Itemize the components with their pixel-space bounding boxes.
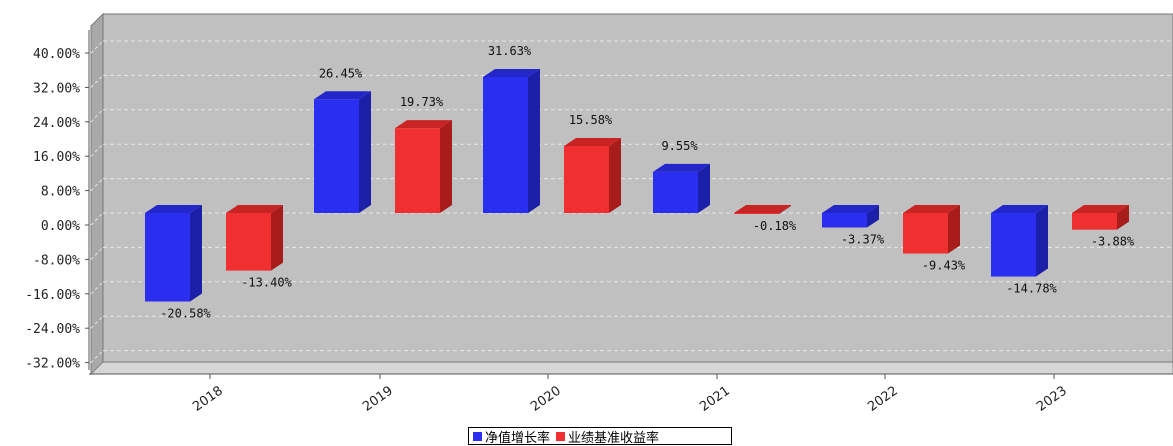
data-label: 26.45% <box>319 66 363 80</box>
bar <box>314 99 359 213</box>
plot-area <box>102 13 1173 363</box>
plot-floor <box>89 361 1173 375</box>
x-tick-label: 2020 <box>528 383 564 414</box>
data-label: -3.37% <box>841 232 885 246</box>
bar-top <box>314 91 371 100</box>
x-tick-label: 2022 <box>865 383 901 414</box>
bar-top <box>991 205 1048 213</box>
y-tick-label: -32.00% <box>25 357 80 372</box>
gridline-wall <box>90 247 104 260</box>
data-label: -13.40% <box>241 276 292 290</box>
data-label: -14.78% <box>1006 282 1057 296</box>
legend-item-nav-growth: 净值增长率 <box>473 427 550 446</box>
legend-item-benchmark: 业绩基准收益率 <box>556 427 659 446</box>
data-label: -0.18% <box>753 219 797 233</box>
bar-side <box>867 205 879 228</box>
legend: 净值增长率 业绩基准收益率 <box>468 427 732 446</box>
gridline-wall <box>90 350 104 363</box>
gridline-wall <box>90 315 104 329</box>
bar <box>1072 213 1117 230</box>
data-label: 19.73% <box>400 95 444 109</box>
data-label: -20.58% <box>160 306 211 320</box>
bar <box>903 213 948 254</box>
bar-side <box>1117 205 1129 230</box>
x-tick-label: 2023 <box>1034 383 1070 414</box>
gridline-wall <box>90 212 104 226</box>
y-tick-label: -8.00% <box>33 253 80 268</box>
bar-side <box>698 163 710 213</box>
data-label: 31.63% <box>488 44 532 58</box>
data-label: -9.43% <box>922 259 966 273</box>
y-tick-label: 0.00% <box>41 219 80 234</box>
bar-side <box>779 205 791 214</box>
bar <box>653 171 698 213</box>
y-tick-label: -24.00% <box>25 322 80 337</box>
bar <box>483 76 528 213</box>
data-label: -3.88% <box>1091 235 1135 249</box>
legend-swatch-blue <box>473 431 482 441</box>
bar <box>145 213 190 302</box>
bar-top <box>1072 205 1129 213</box>
x-tick-label: 2018 <box>190 383 226 414</box>
bar <box>991 213 1036 277</box>
y-tick-label: 8.00% <box>41 185 80 200</box>
plot-side-wall <box>90 12 104 376</box>
bar <box>564 146 609 213</box>
y-tick-label: 16.00% <box>33 150 80 165</box>
x-tick-label: 2019 <box>360 383 396 414</box>
bar-side <box>609 138 621 213</box>
legend-swatch-red <box>556 431 566 441</box>
gridline-wall <box>90 40 104 54</box>
bar-chart: -32.00% -24.00% -16.00% -8.00% 0.00% 8.00% 16.… <box>25 12 1173 415</box>
gridline-wall <box>90 281 104 295</box>
legend-label-nav-growth: 净值增长率 <box>485 430 551 446</box>
bar-side <box>359 91 371 213</box>
y-tick-label: 24.00% <box>33 116 80 131</box>
bar <box>395 128 440 213</box>
bar <box>226 213 271 271</box>
bar-side <box>528 68 540 213</box>
data-label: 9.55% <box>661 139 698 153</box>
bar-side <box>440 120 452 213</box>
bar <box>734 213 779 214</box>
bar-top <box>145 205 202 213</box>
bar-top <box>734 205 791 213</box>
gridline-wall <box>90 75 104 88</box>
bar <box>822 213 867 228</box>
bar-top <box>226 205 283 213</box>
legend-label-benchmark: 业绩基准收益率 <box>568 430 660 446</box>
gridline-wall <box>90 143 104 157</box>
x-tick-label: 2021 <box>697 383 733 414</box>
bar-side <box>190 205 202 302</box>
y-tick-label: -16.00% <box>25 288 80 303</box>
bar-side <box>1036 205 1048 277</box>
bar-side <box>948 205 960 254</box>
gridline-wall <box>90 178 104 191</box>
bar-top <box>564 138 621 147</box>
bar-side <box>271 205 283 271</box>
y-tick-label: 40.00% <box>33 47 80 62</box>
gridline-wall <box>90 109 104 123</box>
data-label: 15.58% <box>569 113 613 127</box>
bar-top <box>653 163 710 172</box>
bar-top <box>903 205 960 213</box>
bar-top <box>822 205 879 213</box>
bar-top <box>483 68 540 77</box>
bar-top <box>395 120 452 129</box>
y-tick-label: 32.00% <box>33 81 80 96</box>
